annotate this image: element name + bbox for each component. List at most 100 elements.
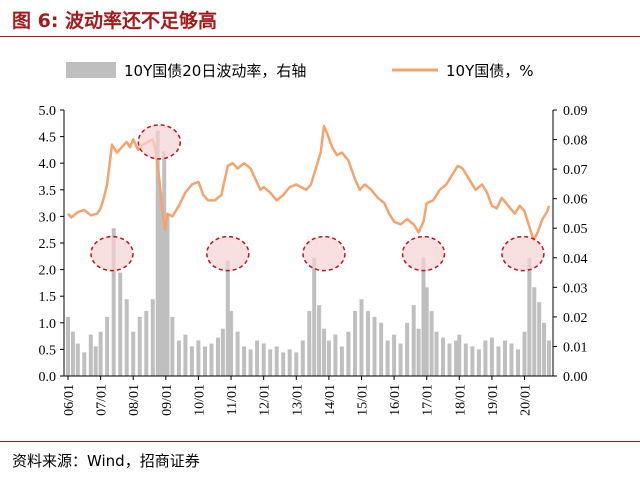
highlight-circle <box>501 235 545 272</box>
left-tick-label: 2.0 <box>39 264 57 279</box>
volatility-bar <box>242 346 247 376</box>
volatility-bar <box>447 343 452 376</box>
volatility-bar <box>165 213 170 376</box>
left-tick-label: 1.0 <box>39 317 57 332</box>
volatility-bar <box>144 311 149 376</box>
volatility-bar <box>522 331 527 376</box>
volatility-bar <box>424 287 429 376</box>
volatility-bar <box>503 340 507 376</box>
volatility-bar <box>209 343 214 376</box>
left-tick-label: 4.5 <box>39 131 57 146</box>
volatility-bar <box>483 340 488 376</box>
x-tick-label: 20/01 <box>519 384 534 416</box>
volatility-bar <box>532 287 537 376</box>
right-tick-label: 0.01 <box>563 340 588 355</box>
volatility-bar <box>385 340 390 376</box>
volatility-bar <box>268 349 273 376</box>
chart: 0.0 0.5 1.0 1.5 2.0 2.5 3.0 3.5 4.0 4.5 5.0 0.00 0.0… <box>39 62 588 416</box>
volatility-bar <box>489 337 494 376</box>
volatility-bar <box>379 322 384 376</box>
volatility-bar <box>516 349 520 376</box>
x-tick-label: 11/01 <box>225 384 240 415</box>
volatility-bar <box>333 334 338 376</box>
highlight-circle <box>137 124 182 160</box>
volatility-bar <box>441 337 445 376</box>
x-tick-label: 15/01 <box>356 384 371 416</box>
right-tick-label: 0.08 <box>563 134 588 149</box>
left-tick-label: 3.5 <box>39 184 57 199</box>
legend: 10Y国债20日波动率，右轴 10Y国债，% <box>66 62 534 80</box>
annotation-layer <box>90 124 545 272</box>
volatility-bar <box>170 316 175 376</box>
volatility-bar <box>75 343 80 376</box>
volatility-bar <box>111 228 116 376</box>
volatility-bar <box>470 346 475 376</box>
volatility-bar <box>158 192 163 376</box>
volatility-bar <box>527 257 532 376</box>
volatility-bar <box>82 352 87 376</box>
source-note: 资料来源：Wind，招商证券 <box>12 452 200 470</box>
x-tick-label: 09/01 <box>160 384 175 416</box>
right-tick-label: 0.07 <box>563 163 588 178</box>
volatility-bar <box>463 343 468 376</box>
x-tick-label: 14/01 <box>323 384 338 416</box>
volatility-bar <box>434 331 439 376</box>
volatility-bar <box>307 311 312 376</box>
left-tick-label: 0.0 <box>39 370 57 385</box>
highlight-circle <box>206 235 250 272</box>
left-tick-label: 2.5 <box>39 237 57 252</box>
x-tick-label: 06/01 <box>62 384 77 416</box>
volatility-bar <box>150 299 155 376</box>
volatility-bar <box>496 346 501 376</box>
volatility-bar <box>131 331 136 376</box>
volatility-bar <box>235 331 240 376</box>
highlight-circle <box>401 235 446 272</box>
volatility-bar <box>155 130 160 376</box>
source-rule <box>0 441 640 442</box>
volatility-bar <box>405 322 410 376</box>
volatility-bar <box>225 260 230 376</box>
right-tick-label: 0.04 <box>563 252 588 267</box>
right-tick-label: 0.05 <box>563 222 588 237</box>
volatility-bar <box>326 340 331 376</box>
volatility-bar <box>421 257 426 376</box>
volatility-bar <box>189 346 194 376</box>
volatility-bar <box>88 334 93 376</box>
volatility-bar <box>339 346 344 376</box>
x-tick-label: 08/01 <box>127 384 142 416</box>
x-tick-label: 12/01 <box>258 384 273 416</box>
volatility-bar <box>353 311 357 376</box>
volatility-bar <box>509 343 514 376</box>
volatility-bar <box>98 331 103 376</box>
right-tick-label: 0.06 <box>563 193 588 208</box>
volatility-bar <box>454 340 459 376</box>
volatility-bar <box>300 340 305 376</box>
volatility-bar <box>547 340 551 376</box>
x-tick-label: 18/01 <box>453 384 468 416</box>
volatility-bar <box>261 343 266 376</box>
volatility-bar <box>294 352 299 376</box>
left-tick-label: 1.5 <box>39 290 57 305</box>
volatility-bar <box>255 340 260 376</box>
volatility-bar <box>248 349 253 376</box>
volatility-bar <box>287 349 292 376</box>
legend-label-yield: 10Y国债，% <box>446 62 534 80</box>
x-tick-label: 19/01 <box>486 384 501 416</box>
left-tick-label: 5.0 <box>39 104 57 119</box>
x-tick-label: 10/01 <box>192 384 207 416</box>
volatility-bar <box>542 322 547 376</box>
volatility-bar <box>118 272 123 376</box>
left-tick-label: 3.0 <box>39 210 57 225</box>
volatility-bar <box>137 316 142 376</box>
highlight-circle <box>302 235 346 272</box>
volatility-bar <box>476 349 481 376</box>
volatility-bar <box>429 311 434 376</box>
right-tick-label: 0.09 <box>563 104 588 119</box>
volatility-bar <box>322 328 326 376</box>
volatility-bar <box>216 337 220 376</box>
volatility-bar <box>196 340 201 376</box>
volatility-bar <box>398 343 403 376</box>
volatility-bar <box>457 334 462 376</box>
volatility-bar <box>372 316 377 376</box>
x-tick-label: 13/01 <box>290 384 305 416</box>
